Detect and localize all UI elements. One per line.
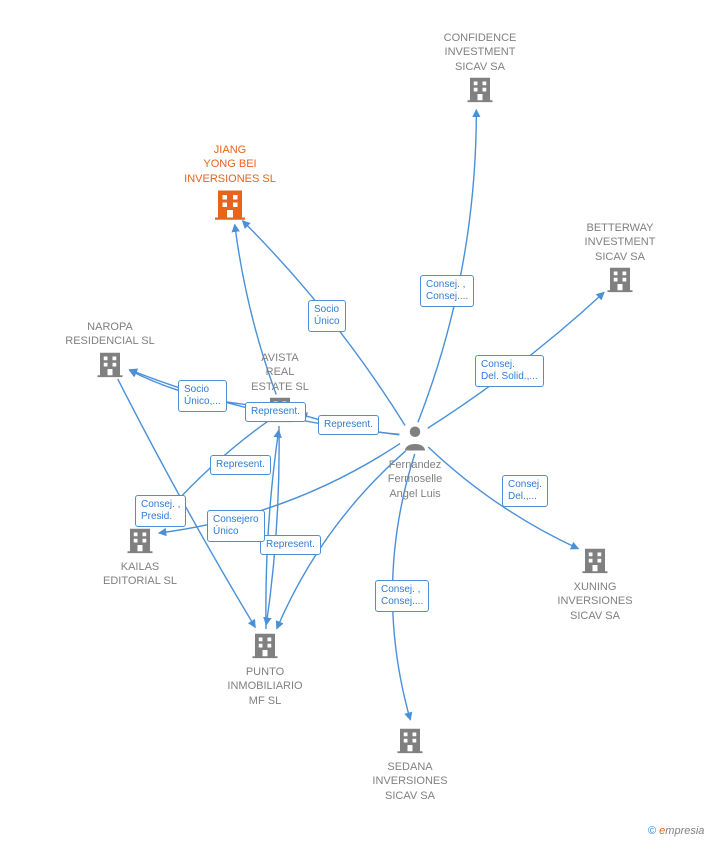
- building-icon: [250, 630, 280, 660]
- building-icon: [580, 545, 610, 575]
- node-sedana[interactable]: SEDANAINVERSIONESSICAV SA: [350, 725, 470, 803]
- copyright: © empresia: [648, 825, 704, 837]
- edge-label: Consej. , Presid.: [135, 495, 186, 527]
- building-icon: [125, 525, 155, 555]
- node-label: XUNINGINVERSIONESSICAV SA: [535, 580, 655, 623]
- node-label: BETTERWAYINVESTMENTSICAV SA: [560, 221, 680, 264]
- edge-label: Socio Único,...: [178, 380, 227, 412]
- building-icon: [465, 74, 495, 104]
- node-label: SEDANAINVERSIONESSICAV SA: [350, 760, 470, 803]
- node-confidence[interactable]: CONFIDENCEINVESTMENTSICAV SA: [420, 31, 540, 109]
- edge-label: Consej. Del.,...: [502, 475, 548, 507]
- person-icon: [400, 423, 430, 453]
- node-label: JIANGYONG BEIINVERSIONES SL: [170, 143, 290, 186]
- copyright-symbol: ©: [648, 825, 656, 837]
- edge-fernandez-confidence: [418, 110, 476, 423]
- node-jiang[interactable]: JIANGYONG BEIINVERSIONES SL: [170, 143, 290, 227]
- node-xuning[interactable]: XUNINGINVERSIONESSICAV SA: [535, 545, 655, 623]
- node-betterway[interactable]: BETTERWAYINVESTMENTSICAV SA: [560, 221, 680, 299]
- edge-label: Consej. Del. Solid.,...: [475, 355, 544, 387]
- node-label: FernandezFermoselleAngel Luis: [355, 458, 475, 501]
- building-icon: [212, 186, 248, 222]
- copyright-brand-rest: mpresia: [665, 825, 704, 837]
- node-label: NAROPARESIDENCIAL SL: [50, 320, 170, 349]
- edge-label: Represent.: [318, 415, 379, 435]
- edge-label: Represent.: [245, 402, 306, 422]
- node-label: KAILASEDITORIAL SL: [80, 560, 200, 589]
- edge-label: Represent.: [210, 455, 271, 475]
- building-icon: [605, 264, 635, 294]
- edge-label: Socio Único: [308, 300, 346, 332]
- edge-label: Consej. , Consej....: [420, 275, 474, 307]
- building-icon: [395, 725, 425, 755]
- node-label: CONFIDENCEINVESTMENTSICAV SA: [420, 31, 540, 74]
- edge-label: Represent.: [260, 535, 321, 555]
- node-punto[interactable]: PUNTOINMOBILIARIOMF SL: [205, 630, 325, 708]
- node-naropa[interactable]: NAROPARESIDENCIAL SL: [50, 320, 170, 384]
- building-icon: [95, 349, 125, 379]
- node-label: AVISTAREALESTATE SL: [220, 351, 340, 394]
- edge-label: Consej. , Consej....: [375, 580, 429, 612]
- node-label: PUNTOINMOBILIARIOMF SL: [205, 665, 325, 708]
- edge-label: Consejero Único: [207, 510, 265, 542]
- node-kailas[interactable]: KAILASEDITORIAL SL: [80, 525, 200, 589]
